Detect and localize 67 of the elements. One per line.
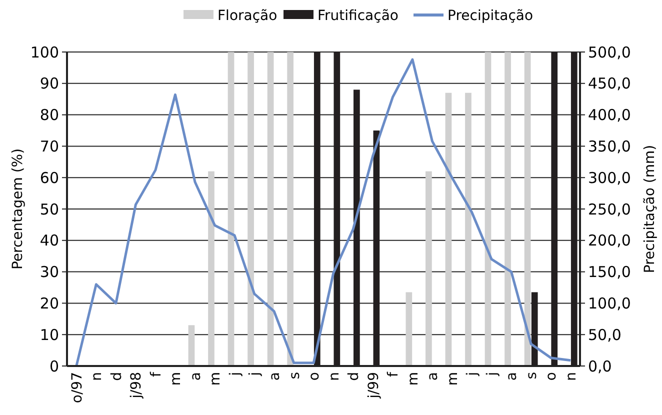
x-tick-label: a xyxy=(425,372,442,381)
x-tick-label: d xyxy=(346,372,362,381)
legend-label: Floração xyxy=(218,8,278,24)
x-tick-label: a xyxy=(188,372,204,381)
bar xyxy=(484,52,492,366)
y-axis-title: Percentagem (%) xyxy=(10,148,26,270)
y-tick-label: 60 xyxy=(40,168,59,187)
y-tick-label: 100 xyxy=(30,43,59,62)
x-tick-label: n xyxy=(326,372,342,381)
y2-tick-label: 250,0 xyxy=(588,200,631,218)
x-tick-label: f xyxy=(148,370,164,377)
bar xyxy=(248,52,254,366)
y2-tick-label: 100,0 xyxy=(588,294,631,312)
x-tick-label: j/99 xyxy=(366,372,382,400)
y-tick-label: 70 xyxy=(40,137,59,156)
x-tick-label: m xyxy=(405,372,422,386)
y-tick-label: 20 xyxy=(40,294,59,312)
legend-label: Precipitação xyxy=(448,8,534,24)
bar xyxy=(445,92,452,366)
y2-tick-label: 200,0 xyxy=(588,232,631,250)
bar xyxy=(426,171,432,366)
legend-label: Frutificação xyxy=(318,8,398,24)
x-tick-label: j/98 xyxy=(128,372,145,400)
y-tick-label: 50 xyxy=(40,200,59,218)
bar xyxy=(267,52,274,366)
y-tick-label: 0 xyxy=(49,357,59,376)
bar xyxy=(188,325,195,366)
x-tick-label: j xyxy=(227,372,244,377)
bar xyxy=(208,171,214,366)
x-tick-label: j xyxy=(247,372,264,377)
x-tick-label: n xyxy=(89,372,106,381)
x-tick-label: n xyxy=(564,372,580,381)
y-tick-label: 40 xyxy=(40,232,59,250)
x-tick-label: d xyxy=(108,372,125,381)
y-tick-label: 80 xyxy=(40,106,59,124)
x-tick-label: s xyxy=(524,372,540,380)
bar xyxy=(504,52,511,366)
y2-tick-label: 350,0 xyxy=(588,137,631,156)
bar xyxy=(406,292,412,366)
bar xyxy=(465,92,472,366)
y-tick-label: 10 xyxy=(40,326,59,344)
y2-tick-label: 500,0 xyxy=(588,43,631,62)
x-tick-label: a xyxy=(266,372,283,381)
x-tick-label: s xyxy=(286,372,303,380)
bar xyxy=(524,52,531,366)
y2-tick-label: 450,0 xyxy=(588,74,631,93)
x-tick-label: a xyxy=(504,372,520,381)
y-tick-label: 30 xyxy=(40,263,59,282)
x-tick-label: f xyxy=(386,370,402,377)
bar xyxy=(287,52,294,366)
line-series xyxy=(75,58,572,368)
y2-tick-label: 0,0 xyxy=(588,357,612,376)
bar xyxy=(228,52,234,366)
y2-tick-label: 50,0 xyxy=(588,326,622,344)
x-tick-label: o xyxy=(306,372,323,381)
y2-tick-label: 150,0 xyxy=(588,263,631,282)
x-tick-label: j xyxy=(464,372,481,377)
x-tick-label: m xyxy=(168,372,184,386)
x-tick-label: m xyxy=(208,372,224,386)
x-tick-label: m xyxy=(444,372,461,386)
y2-tick-label: 400,0 xyxy=(588,106,631,124)
y2-axis-title: Precipitação (mm) xyxy=(642,144,658,274)
y2-tick-label: 300,0 xyxy=(588,168,631,187)
x-tick-label: o/97 xyxy=(69,372,86,404)
y-tick-label: 90 xyxy=(40,74,59,93)
x-tick-label: j xyxy=(484,372,500,377)
x-tick-label: o xyxy=(544,372,560,381)
